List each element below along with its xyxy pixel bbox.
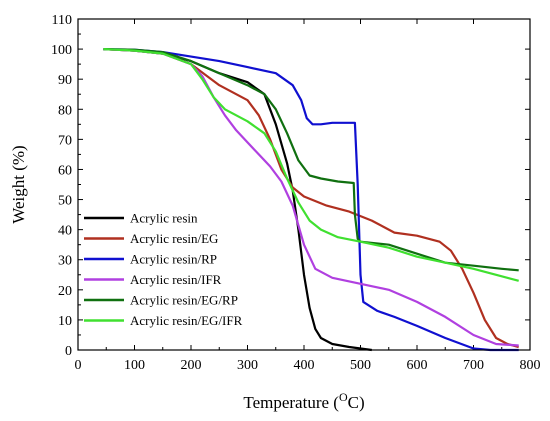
legend-label: Acrylic resin (130, 211, 198, 226)
y-tick-label: 0 (65, 344, 72, 359)
series-line-3 (103, 48, 519, 352)
y-tick-label: 100 (51, 43, 72, 58)
legend-label: Acrylic resin/EG/IFR (130, 313, 243, 328)
series-layer (103, 48, 519, 352)
x-tick-label: 800 (520, 358, 541, 373)
y-tick-label: 50 (58, 194, 72, 209)
series-line-5 (103, 48, 519, 272)
y-tick-label: 30 (58, 254, 72, 269)
x-tick-label: 500 (350, 358, 371, 373)
legend-label: Acrylic resin/EG (130, 231, 218, 246)
y-tick-label: 70 (58, 133, 72, 148)
y-tick-label: 10 (58, 314, 72, 329)
series-line-4 (103, 48, 519, 347)
ticks-layer: 0 100 200 300 400 500 600 700 800 0 10 20 30 40 50 60 70… (51, 13, 541, 373)
y-axis-label: Weight (%) (9, 145, 28, 223)
y-tick-label: 20 (58, 284, 72, 299)
y-tick-label: 110 (52, 13, 72, 28)
x-tick-label: 400 (294, 358, 315, 373)
legend: Acrylic resin Acrylic resin/EG Acrylic res… (84, 211, 243, 328)
series-line-2 (103, 48, 519, 349)
x-axis-label: Temperature (OC) (243, 390, 364, 412)
y-tick-label: 60 (58, 163, 72, 178)
legend-label: Acrylic resin/IFR (130, 272, 222, 287)
series-line-6 (103, 48, 519, 282)
x-tick-label: 100 (124, 358, 145, 373)
y-tick-label: 40 (58, 224, 72, 239)
x-tick-label: 0 (75, 358, 82, 373)
legend-label: Acrylic resin/RP (130, 252, 217, 267)
y-tick-label: 90 (58, 73, 72, 88)
x-tick-label: 200 (181, 358, 202, 373)
plot-frame (77, 18, 531, 351)
x-tick-label: 300 (237, 358, 258, 373)
legend-label: Acrylic resin/EG/RP (130, 293, 238, 308)
x-tick-label: 700 (463, 358, 484, 373)
x-tick-label: 600 (407, 358, 428, 373)
y-tick-label: 80 (58, 103, 72, 118)
